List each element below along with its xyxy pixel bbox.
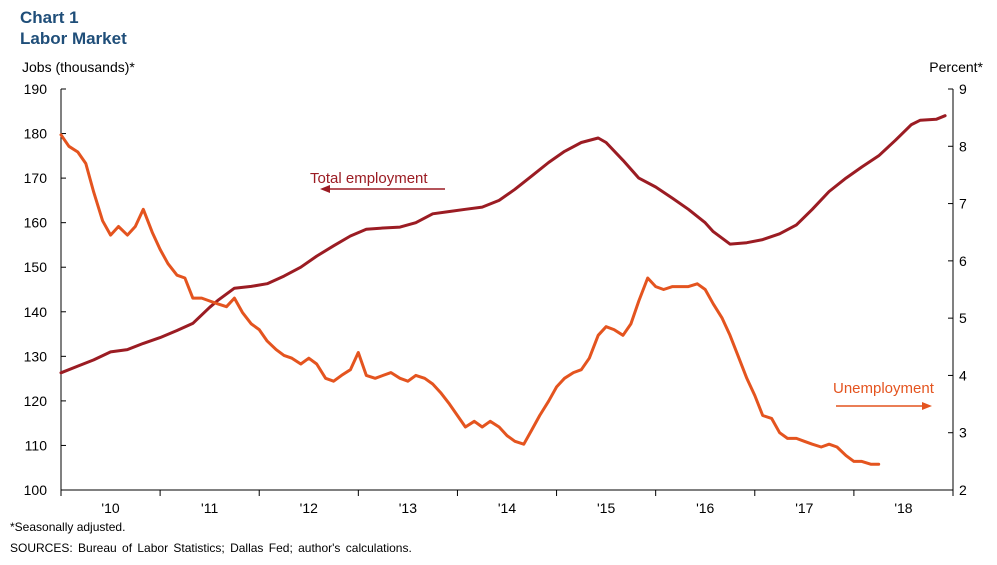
chart-title-line2: Labor Market	[20, 29, 127, 48]
y-left-tick-label: 140	[24, 304, 48, 320]
unemployment-line	[59, 133, 881, 466]
employment-line	[59, 114, 947, 375]
x-tick-label: '16	[696, 500, 714, 516]
chart-title-line1: Chart 1	[20, 8, 79, 27]
y-left-tick-label: 100	[24, 482, 48, 498]
x-tick-label: '15	[597, 500, 615, 516]
footnote: *Seasonally adjusted.	[10, 520, 126, 534]
y-right-tick-label: 8	[959, 138, 967, 154]
y-left-tick-label: 190	[24, 81, 48, 97]
x-tick-label: '13	[399, 500, 417, 516]
y-axis-right-label: Percent*	[929, 59, 983, 75]
y-right-tick-label: 2	[959, 482, 967, 498]
y-left-tick-label: 120	[24, 393, 48, 409]
employment-arrow-head	[320, 185, 330, 193]
x-tick-label: '11	[201, 500, 218, 516]
y-right-tick-label: 3	[959, 425, 967, 441]
y-left-tick-label: 150	[24, 259, 48, 275]
y-right-tick-label: 6	[959, 253, 967, 269]
x-tick-label: '17	[795, 500, 813, 516]
y-left-tick-label: 130	[24, 348, 48, 364]
x-tick-label: '14	[498, 500, 516, 516]
y-right-tick-label: 9	[959, 81, 967, 97]
y-left-tick-label: 160	[24, 215, 48, 231]
chart-axes: 100 110 120 130 140 150 160 170 180 190 2 3 4 5 6 7 8 9 '1…	[24, 81, 967, 516]
y-right-tick-label: 7	[959, 196, 967, 212]
unemployment-arrow-head	[922, 402, 932, 410]
x-tick-label: '10	[101, 500, 119, 516]
unemployment-annotation: Unemployment	[833, 380, 935, 397]
y-right-tick-label: 4	[959, 367, 967, 383]
chart-annotations: Total employment Unemployment	[310, 170, 935, 410]
y-left-tick-label: 180	[24, 126, 48, 142]
y-right-tick-label: 5	[959, 310, 967, 326]
x-tick-label: '18	[894, 500, 912, 516]
x-tick-label: '12	[300, 500, 318, 516]
chart-series	[59, 114, 947, 466]
y-axis-left-label: Jobs (thousands)*	[22, 59, 135, 75]
y-left-tick-label: 170	[24, 170, 48, 186]
employment-annotation: Total employment	[310, 170, 428, 187]
sources-note: SOURCES: Bureau of Labor Statistics; Dal…	[10, 541, 412, 555]
y-left-tick-label: 110	[25, 437, 48, 453]
